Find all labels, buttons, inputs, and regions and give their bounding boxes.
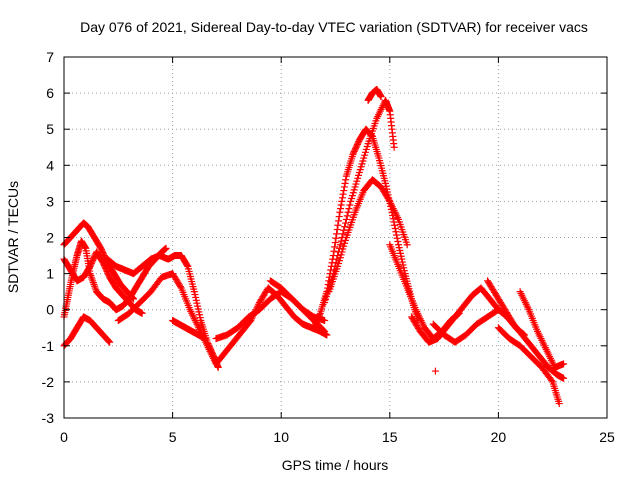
x-tick-label: 15 [382, 429, 398, 445]
y-tick-label: 0 [46, 302, 54, 318]
data-point [394, 237, 402, 245]
series-arc-3 [60, 219, 138, 303]
y-tick-label: 6 [46, 85, 54, 101]
data-point [548, 376, 556, 384]
data-point [334, 221, 342, 229]
data-point [104, 337, 112, 345]
y-tick-label: 1 [46, 266, 54, 282]
data-point [183, 261, 191, 269]
data-point [560, 374, 568, 382]
y-tick-label: 4 [46, 157, 54, 173]
series-arc-5 [103, 252, 222, 371]
x-axis-label: GPS time / hours [282, 457, 389, 473]
y-axis-ticks: -3 -2 -1 0 1 2 3 4 5 6 7 [42, 49, 607, 426]
series-arc-1 [60, 313, 114, 350]
data-point [342, 215, 350, 223]
data-point [346, 201, 354, 209]
data-point [321, 327, 329, 335]
data-point [338, 194, 346, 202]
data-point [431, 367, 439, 375]
data-point [340, 187, 348, 195]
series-arc-19 [484, 277, 568, 382]
x-tick-label: 0 [60, 429, 68, 445]
series-arc-14 [364, 85, 385, 104]
series-arc-17 [429, 306, 502, 346]
data-point [323, 331, 331, 339]
data-point [342, 176, 350, 184]
data-point [555, 400, 563, 408]
y-tick-label: -3 [42, 410, 55, 426]
data-point [201, 335, 209, 343]
data-point [333, 226, 341, 234]
data-point [106, 338, 114, 346]
x-tick-label: 20 [491, 429, 507, 445]
data-point [336, 241, 344, 249]
data-point [337, 201, 345, 209]
series-arc-11 [310, 125, 422, 332]
data-point [341, 223, 349, 231]
data-point [393, 231, 401, 239]
data-point [493, 306, 501, 314]
series-arc-18 [431, 367, 439, 375]
x-tick-label: 5 [169, 429, 177, 445]
y-axis-label: SDTVAR / TECUs [5, 181, 21, 293]
data-point [331, 239, 339, 247]
data-point [391, 221, 399, 229]
data-points [60, 85, 568, 408]
data-point [391, 224, 399, 232]
chart-title: Day 076 of 2021, Sidereal Day-to-day VTE… [80, 19, 588, 35]
data-point [339, 190, 347, 198]
data-point [333, 230, 341, 238]
data-point [129, 294, 137, 302]
data-point [392, 228, 400, 236]
series-arc-20 [494, 324, 563, 408]
series-arc-21 [516, 288, 568, 371]
x-axis-ticks: 0 5 10 15 20 25 [60, 57, 615, 445]
data-point [321, 317, 329, 325]
data-point [403, 241, 411, 249]
data-point [336, 208, 344, 216]
data-point [340, 183, 348, 191]
y-tick-label: -2 [42, 374, 55, 390]
data-point [130, 295, 138, 303]
data-point [341, 219, 349, 227]
data-point [494, 306, 502, 314]
data-point [560, 360, 568, 368]
x-tick-label: 25 [599, 429, 615, 445]
data-point [339, 230, 347, 238]
data-point [331, 243, 339, 251]
data-point [128, 293, 136, 301]
series-arc-13 [325, 176, 411, 296]
data-point [335, 213, 343, 221]
data-point [341, 179, 349, 187]
data-point [176, 283, 184, 291]
data-point [330, 247, 338, 255]
data-point [335, 217, 343, 225]
data-point [343, 212, 351, 220]
y-tick-label: 3 [46, 193, 54, 209]
data-point [332, 234, 340, 242]
y-tick-label: 7 [46, 49, 54, 65]
y-tick-label: -1 [42, 338, 55, 354]
data-point [162, 244, 170, 252]
data-point [320, 326, 328, 334]
x-tick-label: 10 [273, 429, 289, 445]
data-point [344, 208, 352, 216]
data-point [316, 311, 324, 319]
data-point [345, 205, 353, 213]
data-point [335, 244, 343, 252]
data-point [336, 205, 344, 213]
data-point [393, 234, 401, 242]
data-point [138, 309, 146, 317]
data-point [390, 143, 398, 151]
data-point [377, 93, 385, 101]
series-arc-7 [169, 317, 209, 343]
data-point [105, 337, 113, 345]
data-point [338, 197, 346, 205]
series-arc-6 [114, 270, 220, 368]
y-tick-label: 2 [46, 230, 54, 246]
y-tick-label: 5 [46, 121, 54, 137]
